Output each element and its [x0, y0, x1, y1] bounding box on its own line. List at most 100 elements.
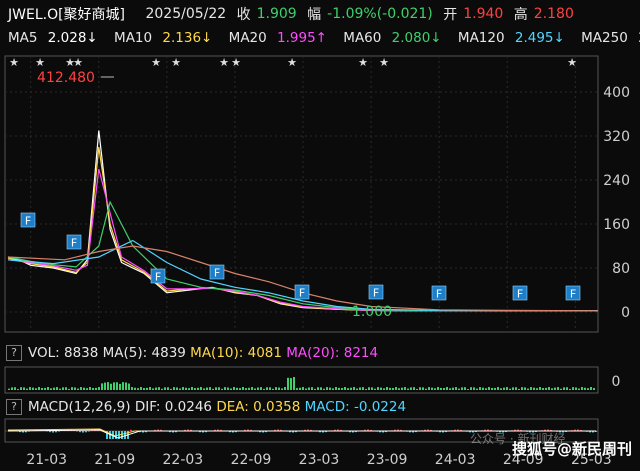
macd-bar	[22, 431, 24, 433]
flag-marker	[150, 268, 166, 284]
ma250-legend: MA250 2.	[581, 30, 640, 46]
macd-bar	[415, 431, 417, 433]
volume-bar	[191, 387, 193, 390]
price-axis: 400 320 240 160 80 0 0	[603, 85, 630, 390]
volume-bar	[536, 388, 538, 390]
macd-bar	[121, 431, 123, 439]
macd-bar	[160, 429, 162, 431]
help-icon[interactable]: ?	[6, 345, 22, 361]
macd-bar	[379, 431, 381, 433]
macd-bar	[574, 429, 576, 431]
macd-bar	[220, 429, 222, 431]
macd-bar	[460, 429, 462, 431]
volume-bar	[494, 387, 496, 390]
volume-bar	[515, 387, 517, 390]
ma60-value: 2.080↓	[391, 30, 442, 46]
macd-bar	[109, 431, 111, 439]
volume-bar	[65, 387, 67, 390]
macd-bar	[289, 431, 291, 433]
ma250-label: MA250	[581, 30, 628, 46]
volume-bar	[380, 387, 382, 390]
flag-marker	[20, 212, 36, 228]
volume-bar	[161, 388, 163, 390]
volume-bar	[284, 387, 286, 390]
volume-bar	[50, 388, 52, 390]
star-marker: ★	[231, 56, 241, 69]
macd-bar	[247, 429, 249, 431]
x-tick-label: 22-03	[163, 452, 204, 468]
macd-bar	[322, 431, 324, 433]
macd-bar	[106, 431, 108, 439]
volume-bar	[194, 388, 196, 390]
volume-bar	[545, 387, 547, 390]
macd-bar	[79, 431, 81, 433]
macd-bar	[142, 431, 144, 433]
macd-bar	[88, 431, 90, 432]
macd-bar	[55, 431, 57, 433]
volume-bar	[170, 388, 172, 390]
vol-y-tick-label: 0	[612, 374, 621, 390]
volume-bar	[74, 387, 76, 390]
volume-panel-frame	[4, 366, 599, 394]
volume-bar	[338, 387, 340, 390]
macd-bar	[139, 431, 141, 433]
macd-bar	[115, 431, 117, 439]
series-line-ma20	[7, 168, 598, 312]
volume-bar	[239, 388, 241, 390]
volume-bar	[506, 387, 508, 390]
volume-bar	[26, 388, 28, 390]
macd-bar	[262, 431, 264, 433]
ma10-legend: MA10 2.136↓	[114, 30, 218, 46]
volume-bar	[83, 387, 85, 390]
ma10-value: 2.136↓	[162, 30, 213, 46]
volume-bar	[59, 388, 61, 390]
macd-bar	[334, 429, 336, 431]
macd-bar	[550, 429, 552, 431]
volume-bar	[377, 387, 379, 390]
volume-bar	[203, 388, 205, 390]
volume-bar	[269, 387, 271, 390]
flag-marker	[294, 284, 310, 300]
macd-bar	[232, 431, 234, 433]
volume-bar	[518, 388, 520, 390]
macd-bar	[58, 431, 60, 432]
star-marker: ★	[219, 56, 229, 69]
series-line-ma250	[7, 245, 599, 312]
volume-bar	[8, 388, 10, 390]
dea-value: 0.0358	[253, 399, 301, 415]
volume-bar	[254, 388, 256, 390]
volume-bar	[107, 382, 109, 390]
volume-bar	[329, 387, 331, 390]
volume-bar	[440, 387, 442, 390]
star-marker: ★	[358, 56, 368, 69]
ticker-name[interactable]: JWEL.O[聚好商城]	[8, 7, 126, 23]
macd-bar	[352, 431, 354, 433]
macd-bar	[199, 431, 201, 433]
volume-bar	[497, 387, 499, 390]
y-tick-label: 400	[603, 85, 630, 101]
volume-bar	[242, 387, 244, 390]
macd-bar	[337, 429, 339, 431]
help-icon[interactable]: ?	[6, 399, 22, 415]
dif-line	[7, 429, 596, 439]
flag-marker	[209, 264, 225, 280]
x-tick-label: 24-03	[435, 452, 476, 468]
macd-panel-header: ? MACD(12,26,9) DIF: 0.0246 DEA: 0.0358 M…	[0, 399, 640, 415]
macd-bar	[25, 431, 27, 433]
volume-bar	[263, 388, 265, 390]
star-marker: ★	[9, 56, 19, 69]
star-marker: ★	[65, 56, 75, 69]
macd-bar	[19, 431, 21, 433]
macd-bar	[502, 431, 504, 433]
volume-bar	[14, 387, 16, 390]
volume-bar	[563, 387, 565, 390]
volume-bar	[500, 388, 502, 390]
volume-bar	[308, 387, 310, 390]
volume-bar	[11, 387, 13, 390]
volume-bar	[365, 388, 367, 390]
open-label: 开	[443, 7, 458, 23]
macd-bar	[544, 429, 546, 431]
volume-bar	[446, 387, 448, 390]
ma120-value: 2.495↓	[514, 30, 565, 46]
